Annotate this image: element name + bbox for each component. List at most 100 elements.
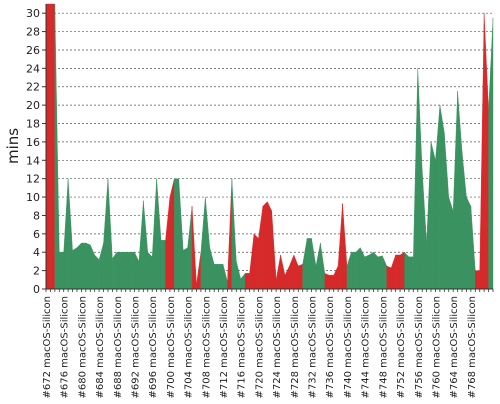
area-segment — [54, 3, 60, 290]
area-segment — [280, 254, 286, 290]
x-tick-label: #752 macOS-Silicon — [396, 296, 407, 398]
x-tick-label: #712 macOS-Silicon — [219, 296, 230, 398]
y-tick-label: 0 — [33, 283, 40, 296]
area-segment — [222, 264, 228, 290]
area-segment — [311, 238, 317, 290]
area-segment — [165, 197, 171, 290]
y-tick-label: 4 — [33, 246, 40, 259]
area-segment — [377, 255, 383, 290]
area-segment — [143, 200, 148, 290]
area-segment — [147, 251, 153, 290]
area-segment — [169, 178, 175, 290]
area-segment — [240, 272, 246, 290]
x-tick-label: #676 macOS-Silicon — [60, 296, 71, 398]
area-segment — [94, 254, 100, 290]
y-tick-label: 24 — [26, 62, 40, 75]
area-segment — [470, 206, 476, 290]
area-segment — [452, 91, 458, 290]
area-segment — [236, 261, 241, 290]
area-segment — [174, 178, 179, 290]
x-tick-label: #708 macOS-Silicon — [201, 296, 212, 398]
area-segment — [461, 151, 467, 290]
area-segment — [444, 132, 449, 290]
x-tick-label: #760 macOS-Silicon — [431, 296, 442, 398]
y-tick-label: 18 — [26, 118, 40, 131]
area-segment — [284, 265, 290, 290]
area-segment — [479, 13, 485, 290]
area-segment — [72, 247, 78, 290]
area-segment — [360, 247, 365, 290]
area-segment — [293, 254, 299, 290]
area-segment — [386, 265, 392, 290]
y-tick-label: 8 — [33, 209, 40, 222]
area-segment — [320, 243, 326, 290]
area-segment — [160, 240, 166, 290]
area-segment — [98, 242, 104, 290]
area-segment — [76, 242, 82, 290]
x-tick-label: #692 macOS-Silicon — [131, 296, 142, 398]
area-segment — [275, 254, 281, 290]
area-segment — [45, 3, 51, 290]
area-segment — [488, 17, 494, 290]
area-segment — [90, 244, 95, 290]
area-segment — [258, 206, 264, 290]
area-segment — [364, 254, 370, 290]
area-segment — [152, 178, 157, 290]
area-segment — [457, 91, 463, 290]
area-segment — [346, 252, 352, 290]
area-segment — [306, 238, 312, 290]
area-segment — [368, 251, 374, 290]
area-segment — [187, 206, 193, 290]
area-segment — [125, 252, 131, 290]
x-tick-label: #732 macOS-Silicon — [308, 296, 319, 398]
x-tick-label: #720 macOS-Silicon — [254, 296, 265, 398]
y-tick-label: 10 — [26, 191, 40, 204]
x-tick-label: #680 macOS-Silicon — [77, 296, 88, 398]
x-tick-label: #728 macOS-Silicon — [290, 296, 301, 398]
area-segment — [337, 203, 343, 290]
area-segment — [59, 252, 64, 290]
area-segment — [112, 251, 118, 290]
x-tick-label: #700 macOS-Silicon — [166, 296, 177, 398]
area-segment — [475, 270, 480, 290]
y-tick-label: 16 — [26, 136, 40, 149]
y-tick-label: 6 — [33, 228, 40, 241]
y-tick-label: 14 — [26, 154, 40, 167]
area-segment — [218, 263, 224, 290]
area-segment — [138, 200, 144, 290]
area-segment — [271, 210, 277, 290]
x-tick-label: #704 macOS-Silicon — [184, 296, 195, 398]
area-segment — [315, 242, 321, 290]
x-tick-label: #768 macOS-Silicon — [467, 296, 478, 398]
y-tick-label: 22 — [26, 81, 40, 94]
area-segment — [116, 252, 122, 290]
area-segment — [213, 263, 219, 290]
area-segment — [227, 178, 233, 290]
area-segment — [205, 197, 210, 290]
area-segment — [408, 256, 414, 290]
area-segment — [417, 68, 423, 290]
area-segment — [329, 275, 334, 290]
y-tick-label: 2 — [33, 265, 40, 278]
area-segment — [302, 238, 308, 290]
area-segment — [289, 254, 295, 290]
area-segment — [430, 141, 436, 290]
area-series — [45, 3, 494, 290]
x-tick-label: #756 macOS-Silicon — [414, 296, 425, 398]
area-segment — [103, 178, 109, 290]
x-tick-label: #672 macOS-Silicon — [42, 296, 53, 398]
area-segment — [63, 178, 69, 290]
y-axis-label: mins — [4, 128, 22, 164]
x-tick-label: #764 macOS-Silicon — [449, 296, 460, 398]
y-tick-label: 12 — [26, 173, 40, 186]
area-segment — [351, 252, 357, 290]
area-segment — [50, 3, 56, 290]
area-segment — [249, 233, 255, 290]
area-segment — [298, 263, 303, 290]
area-segment — [191, 206, 197, 290]
x-tick-label: #740 macOS-Silicon — [343, 296, 354, 398]
area-segment — [324, 273, 330, 290]
area-segment — [196, 252, 202, 290]
area-segment — [333, 265, 339, 290]
